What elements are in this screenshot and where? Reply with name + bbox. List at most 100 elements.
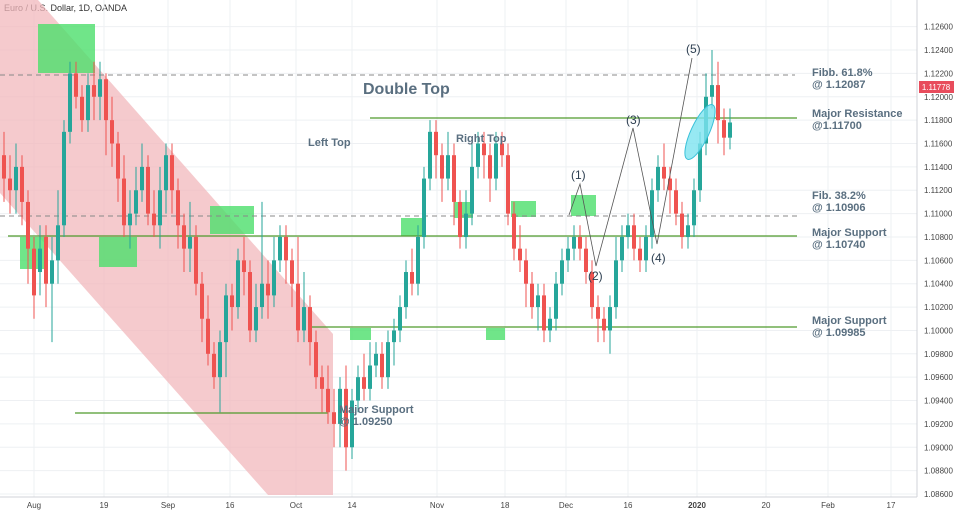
y-tick-label: 1.11000: [924, 210, 953, 219]
y-tick-label: 1.11600: [924, 140, 953, 149]
y-tick-label: 1.12000: [924, 93, 953, 102]
candle-body: [38, 248, 42, 273]
candle-body: [290, 260, 294, 284]
y-tick-label: 1.12600: [924, 23, 953, 32]
y-tick-label: 1.10800: [924, 233, 953, 242]
candle-body: [692, 190, 696, 226]
x-tick-label: Oct: [290, 501, 303, 510]
chart-title: Euro / U.S. Dollar, 1D, OANDA: [4, 3, 128, 13]
x-tick-label: Aug: [27, 501, 41, 510]
candle-body: [20, 166, 24, 202]
candle-body: [62, 131, 66, 226]
candle-body: [662, 166, 666, 179]
candle-body: [68, 73, 72, 132]
y-tick-label: 1.09000: [924, 443, 953, 452]
candle-body: [44, 236, 48, 284]
candle-body: [302, 307, 306, 331]
candle-body: [464, 213, 468, 237]
candle-body: [338, 388, 342, 424]
candle-body: [182, 225, 186, 249]
fibb-618-value: @ 1.12087: [812, 79, 866, 91]
candle-body: [152, 213, 156, 226]
candle-body: [80, 96, 84, 121]
candle-body: [332, 412, 336, 424]
candle-body: [656, 166, 660, 191]
candle-body: [686, 225, 690, 237]
candle-body: [722, 120, 726, 138]
candle-body: [644, 236, 648, 261]
candle-body: [542, 295, 546, 331]
candle-body: [410, 272, 414, 284]
candle-body: [362, 377, 366, 389]
candle-body: [212, 353, 216, 378]
candle-body: [74, 73, 78, 97]
x-tick-label: 20: [762, 501, 771, 510]
candle-body: [488, 155, 492, 179]
candle-body: [320, 377, 324, 389]
candle-body: [116, 143, 120, 179]
y-tick-label: 1.08800: [924, 467, 953, 476]
candle-body: [380, 353, 384, 378]
candle-body: [278, 236, 282, 261]
candle-body: [224, 295, 228, 343]
candle-body: [92, 85, 96, 97]
zone-box: [571, 195, 596, 216]
candle-body: [2, 155, 6, 179]
major-support-value-3: @ 1.09250: [339, 416, 393, 428]
major-support-value-1: @ 1.10740: [812, 239, 866, 251]
zone-box: [511, 201, 536, 217]
candle-body: [356, 377, 360, 401]
candle-body: [386, 342, 390, 378]
y-tick-label: 1.10200: [924, 303, 953, 312]
current-price-value: 1.11778: [922, 83, 951, 92]
fib-382-label: Fib. 38.2%: [812, 190, 866, 202]
candle-body: [32, 248, 36, 296]
major-resistance-label: Major Resistance: [812, 108, 902, 120]
candle-body: [620, 236, 624, 261]
candle-body: [698, 143, 702, 191]
candle-body: [626, 225, 630, 237]
candle-body: [374, 353, 378, 366]
y-tick-label: 1.08600: [924, 490, 953, 499]
candle-body: [482, 143, 486, 156]
candle-body: [650, 190, 654, 237]
candle-body: [434, 131, 438, 156]
candle-body: [530, 283, 534, 308]
wave-label-3: (3): [626, 113, 641, 127]
x-tick-label: 2020: [688, 501, 706, 510]
candle-body: [164, 155, 168, 191]
candle-body: [266, 283, 270, 296]
price-axis: 1.12600 1.12400 1.12200 1.12000 1.11800 1.116…: [924, 23, 953, 499]
time-axis: Aug 19 Sep 16 Oct 14 Nov 18 Dec 16 2020 20 Feb 17: [27, 501, 896, 510]
candle-body: [494, 143, 498, 179]
candle-body: [680, 213, 684, 237]
x-tick-label: 14: [348, 501, 357, 510]
candle-body: [668, 178, 672, 191]
candle-body: [8, 178, 12, 191]
candle-body: [524, 260, 528, 284]
zone-box: [486, 328, 505, 340]
candle-body: [236, 260, 240, 308]
x-tick-label: Sep: [161, 501, 176, 510]
candle-body: [560, 260, 564, 284]
x-tick-label: Dec: [559, 501, 573, 510]
level-lines: [0, 74, 797, 414]
candle-body: [446, 155, 450, 179]
candle-body: [632, 225, 636, 249]
major-support-value-2: @ 1.09985: [812, 327, 866, 339]
y-tick-label: 1.10000: [924, 326, 953, 335]
major-resistance-value: @1.11700: [812, 120, 862, 132]
x-tick-label: 16: [624, 501, 633, 510]
zone-box: [350, 328, 371, 340]
candle-body: [710, 85, 714, 97]
candle-body: [368, 365, 372, 389]
candle-body: [146, 166, 150, 214]
candle-body: [470, 166, 474, 214]
candle-body: [56, 225, 60, 261]
candle-body: [566, 248, 570, 261]
candle-body: [98, 79, 102, 97]
wave-label-2: (2): [588, 269, 603, 283]
candle-body: [296, 283, 300, 331]
x-tick-label: 17: [887, 501, 896, 510]
